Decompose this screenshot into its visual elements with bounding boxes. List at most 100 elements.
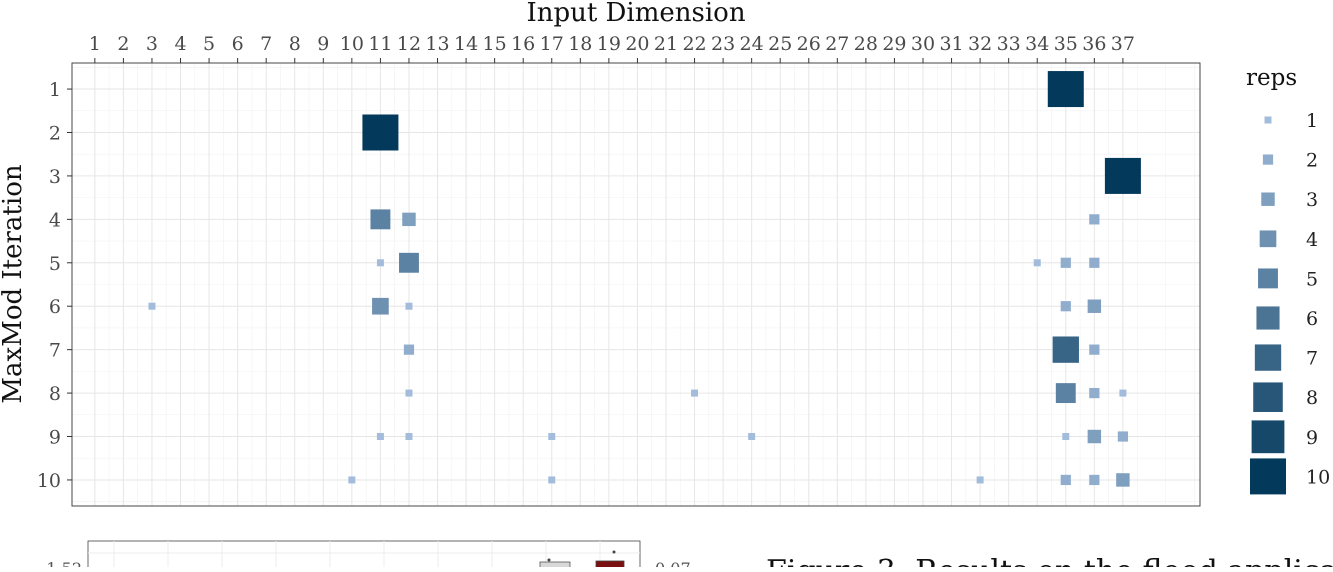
legend-key <box>1250 458 1286 495</box>
data-point <box>748 433 756 441</box>
data-point <box>362 114 399 151</box>
data-point <box>405 389 413 397</box>
data-point <box>376 433 384 441</box>
x-tick-label: 13 <box>425 33 449 55</box>
x-tick-label: 15 <box>483 33 507 55</box>
legend-key <box>1264 116 1272 124</box>
data-point <box>1047 71 1084 108</box>
footer-left-tick: 1.52 <box>46 559 82 567</box>
x-tick-label: 35 <box>1054 33 1078 55</box>
x-tick-label: 37 <box>1111 33 1135 55</box>
data-point <box>348 476 356 484</box>
y-tick-label: 7 <box>49 340 61 362</box>
footer-box-grey <box>539 561 571 572</box>
footer-outlier-point <box>547 558 551 562</box>
x-tick-label: 1 <box>89 33 101 55</box>
x-tick-label: 20 <box>625 33 649 55</box>
data-point <box>376 259 384 267</box>
legend-title: reps <box>1246 65 1297 91</box>
legend-label: 7 <box>1306 348 1318 370</box>
legend-label: 10 <box>1306 466 1330 488</box>
x-tick-label: 25 <box>768 33 792 55</box>
y-tick-label: 1 <box>49 79 61 101</box>
x-tick-label: 29 <box>882 33 906 55</box>
x-tick-label: 18 <box>568 33 592 55</box>
x-tick-label: 36 <box>1082 33 1106 55</box>
legend-label: 6 <box>1306 308 1318 330</box>
y-tick-label: 10 <box>37 470 61 492</box>
legend-key <box>1251 420 1285 454</box>
x-tick-label: 26 <box>797 33 821 55</box>
y-axis-title: MaxMod Iteration <box>0 164 28 403</box>
size-legend: reps 1 2 3 4 5 6 7 8 9 10 <box>1246 65 1330 495</box>
data-point <box>372 297 389 315</box>
data-point <box>548 433 556 441</box>
legend-label: 1 <box>1306 110 1318 132</box>
footer-outlier-point <box>612 550 616 554</box>
x-tick-label: 5 <box>203 33 215 55</box>
legend-key <box>1258 268 1278 289</box>
data-point <box>1055 383 1076 404</box>
data-point <box>405 433 413 441</box>
x-tick-label: 19 <box>597 33 621 55</box>
data-point <box>1033 259 1041 267</box>
data-point <box>1089 257 1100 268</box>
data-point <box>402 212 416 227</box>
x-tick-label: 4 <box>174 33 186 55</box>
x-tick-label: 28 <box>854 33 878 55</box>
x-tick-label: 32 <box>968 33 992 55</box>
data-point <box>1089 344 1100 355</box>
data-point <box>1060 301 1071 312</box>
x-tick-label: 21 <box>654 33 678 55</box>
x-tick-label: 6 <box>232 33 244 55</box>
legend-label: 3 <box>1306 189 1318 211</box>
grid-lines <box>72 63 1200 506</box>
data-point <box>1119 389 1127 397</box>
legend-key <box>1253 382 1283 412</box>
next-figure-fragment: 1.52 0.07 Figure 3: Results on the flood… <box>46 540 1333 572</box>
y-axis-ticks: 1 2 3 4 5 6 7 8 9 10 <box>37 79 72 492</box>
data-point <box>1089 387 1100 399</box>
x-tick-label: 27 <box>825 33 849 55</box>
x-tick-label: 22 <box>682 33 706 55</box>
footer-grid <box>88 541 640 567</box>
data-point <box>1104 157 1141 194</box>
legend-label: 8 <box>1306 387 1318 409</box>
x-tick-label: 14 <box>454 33 478 55</box>
x-tick-label: 2 <box>117 33 129 55</box>
data-point <box>691 389 699 397</box>
data-point <box>1052 336 1079 363</box>
data-point <box>403 344 415 355</box>
x-tick-label: 17 <box>540 33 564 55</box>
x-tick-label: 3 <box>146 33 158 55</box>
legend-label: 2 <box>1306 150 1318 172</box>
y-tick-label: 8 <box>49 383 61 405</box>
data-point <box>548 476 556 484</box>
legend-items: 1 2 3 4 5 6 7 8 9 10 <box>1250 110 1330 495</box>
y-tick-label: 5 <box>49 253 61 275</box>
data-point <box>148 302 156 310</box>
data-point <box>370 209 391 230</box>
figure-caption: Figure 3: Results on the flood applicati… <box>766 554 1333 567</box>
data-point <box>976 476 984 484</box>
data-point <box>1089 474 1100 486</box>
y-tick-label: 2 <box>49 122 61 144</box>
y-tick-label: 6 <box>49 296 61 318</box>
data-point <box>1062 433 1070 441</box>
data-point <box>399 252 419 273</box>
legend-key <box>1261 192 1275 206</box>
y-tick-label: 3 <box>49 166 61 188</box>
x-tick-label: 30 <box>911 33 935 55</box>
legend-label: 5 <box>1306 268 1318 290</box>
data-point <box>1087 299 1102 313</box>
x-tick-label: 33 <box>997 33 1021 55</box>
x-tick-label: 8 <box>289 33 301 55</box>
data-point <box>1087 429 1102 444</box>
x-tick-label: 23 <box>711 33 735 55</box>
legend-label: 9 <box>1306 427 1318 449</box>
legend-key <box>1262 154 1274 165</box>
footer-right-tick: 0.07 <box>655 559 691 567</box>
data-point <box>1060 474 1071 486</box>
